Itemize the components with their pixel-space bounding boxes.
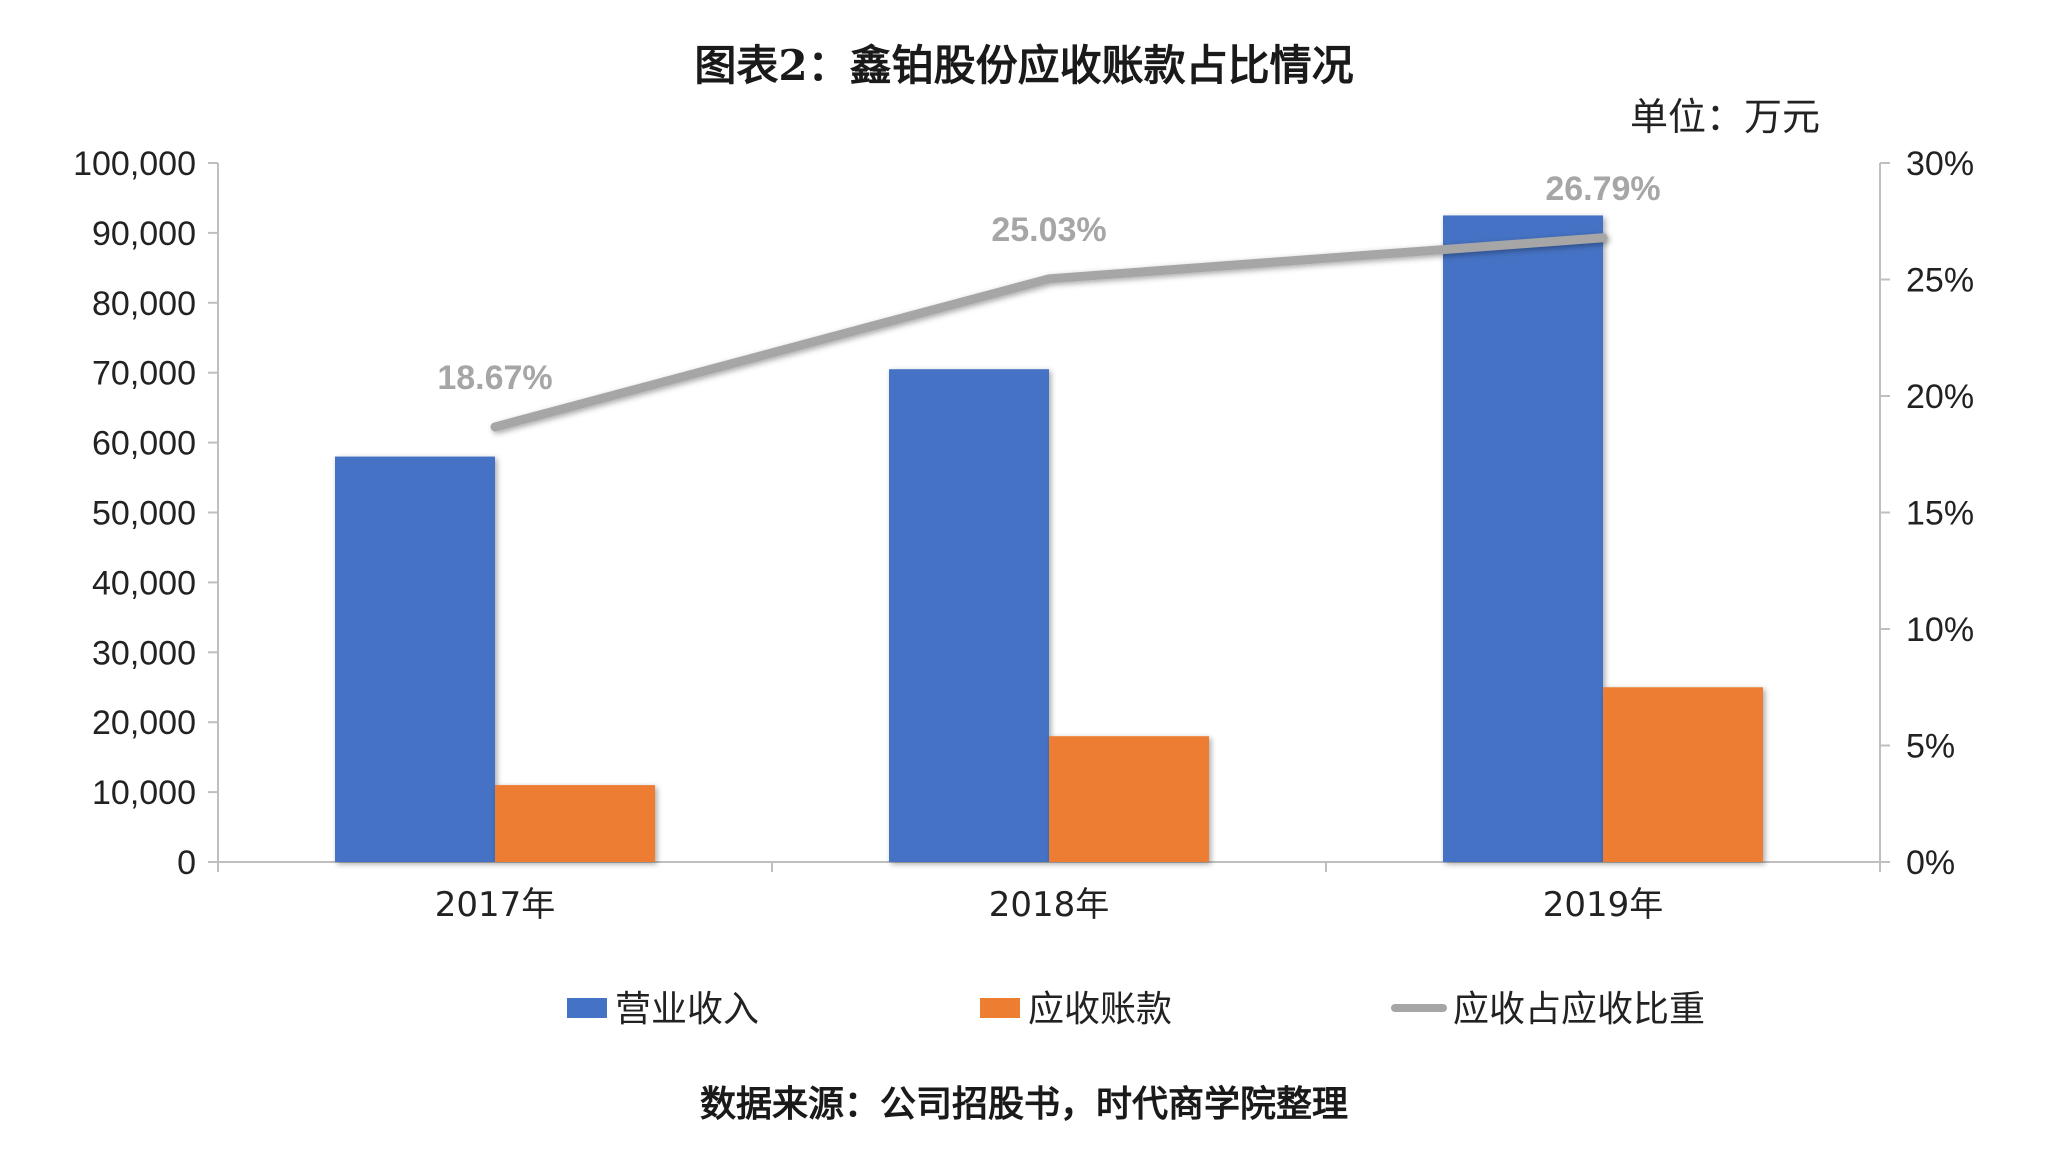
chart-bars xyxy=(335,215,1763,863)
y-tick-label-left: 80,000 xyxy=(92,285,196,323)
legend-receivables-swatch xyxy=(980,998,1020,1018)
source-note: 数据来源：公司招股书，时代商学院整理 xyxy=(699,1083,1348,1125)
revenue-bar xyxy=(889,369,1049,862)
y-tick-label-left: 40,000 xyxy=(92,564,196,602)
chart-axes: 0 10,000 20,000 30,000 40,000 50,000 60,000 70,… xyxy=(73,145,1974,925)
ratio-data-label: 25.03% xyxy=(991,211,1106,249)
ratio-data-label: 26.79% xyxy=(1545,170,1660,208)
y-tick-label-right: 15% xyxy=(1906,495,1974,533)
receivables-bar xyxy=(1603,687,1763,862)
y-tick-label-right: 20% xyxy=(1906,378,1974,416)
receivables-bar xyxy=(1049,736,1209,862)
y-tick-label-left: 50,000 xyxy=(92,495,196,533)
x-tick-label: 2017年 xyxy=(435,885,556,925)
legend-revenue-swatch xyxy=(567,998,607,1018)
legend-revenue-label: 营业收入 xyxy=(615,989,759,1030)
y-tick-label-left: 100,000 xyxy=(73,145,196,183)
ratio-line xyxy=(490,233,1608,432)
y-tick-label-left: 90,000 xyxy=(92,215,196,253)
chart-data-labels: 18.67% 25.03% 26.79% xyxy=(437,170,1660,397)
receivables-bar xyxy=(495,785,655,862)
y-tick-label-left: 20,000 xyxy=(92,704,196,742)
legend-ratio-label: 应收占应收比重 xyxy=(1453,989,1705,1030)
revenue-bar xyxy=(1443,215,1603,863)
chart-legend: 营业收入 应收账款 应收占应收比重 xyxy=(567,989,1705,1030)
y-tick-label-left: 30,000 xyxy=(92,634,196,672)
y-tick-label-right: 0% xyxy=(1906,844,1955,882)
x-tick-label: 2019年 xyxy=(1543,885,1664,925)
ratio-data-label: 18.67% xyxy=(437,359,552,397)
unit-label: 单位：万元 xyxy=(1630,95,1821,139)
revenue-bar xyxy=(335,456,495,862)
y-tick-label-left: 60,000 xyxy=(92,425,196,463)
y-tick-label-left: 0 xyxy=(177,844,196,882)
legend-receivables-label: 应收账款 xyxy=(1028,989,1172,1030)
y-tick-label-right: 25% xyxy=(1906,262,1974,300)
x-tick-label: 2018年 xyxy=(989,885,1110,925)
y-tick-label-left: 10,000 xyxy=(92,774,196,812)
y-tick-label-left: 70,000 xyxy=(92,355,196,393)
chart-line xyxy=(490,233,1608,432)
y-tick-label-right: 5% xyxy=(1906,728,1955,766)
y-tick-label-right: 10% xyxy=(1906,611,1974,649)
chart-title: 图表2：鑫铂股份应收账款占比情况 xyxy=(694,41,1354,90)
y-tick-label-right: 30% xyxy=(1906,145,1974,183)
